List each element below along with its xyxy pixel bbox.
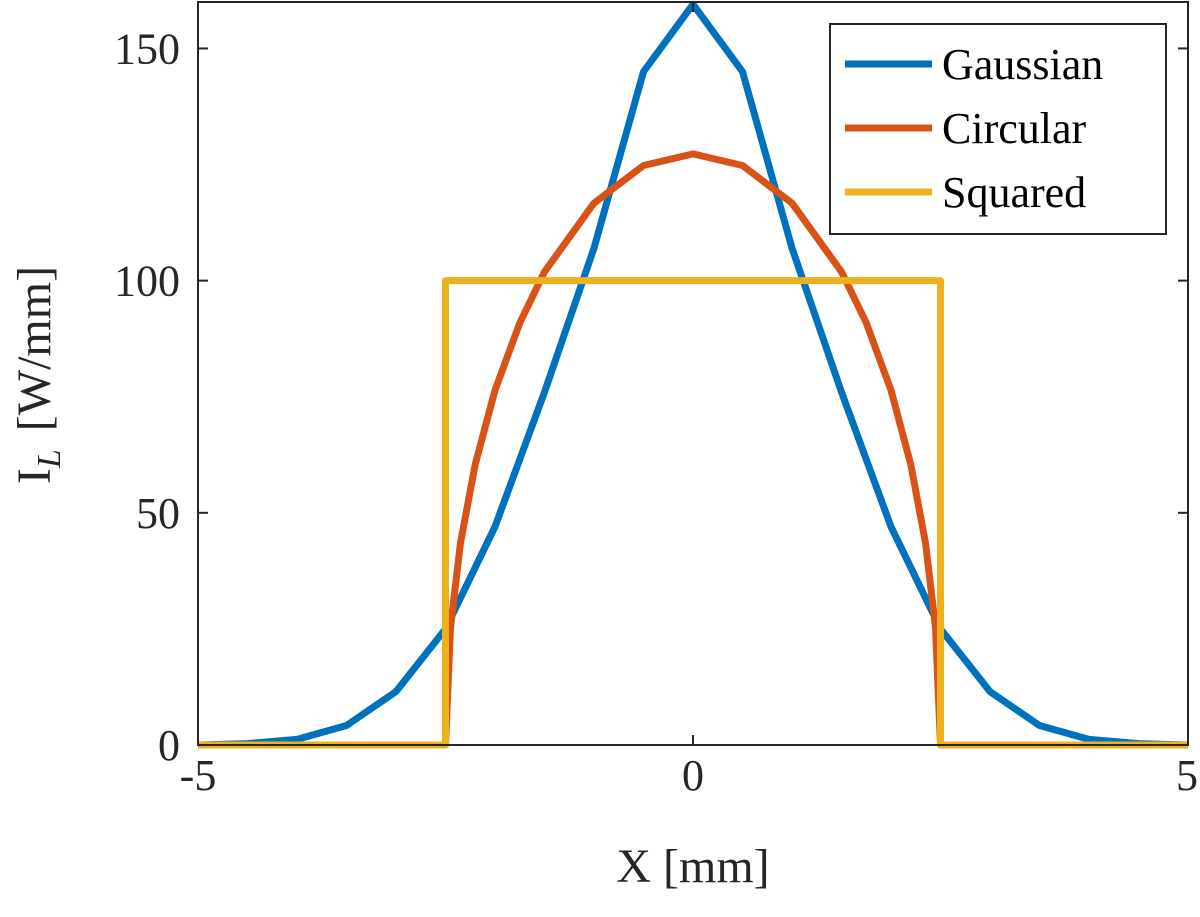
y-tick-label: 150 xyxy=(114,24,180,73)
y-axis-title-units: [W/mm] xyxy=(8,266,61,431)
series-line-circular xyxy=(198,150,1188,749)
legend: Gaussian Circular Squared xyxy=(829,23,1167,235)
x-tick-label: 0 xyxy=(682,751,704,800)
series-line-squared xyxy=(198,277,1188,749)
x-tick-label: 5 xyxy=(1176,751,1198,800)
legend-box xyxy=(829,23,1167,235)
y-axis-title-sub: L xyxy=(31,449,68,469)
y-axis-title: IL [W/mm] xyxy=(8,266,68,484)
legend-label-circular: Circular xyxy=(942,104,1087,153)
y-tick-label: 50 xyxy=(136,489,180,538)
y-axis-title-main: I xyxy=(8,468,61,484)
x-axis-title: X [mm] xyxy=(616,840,769,893)
y-tick-label: 100 xyxy=(114,257,180,306)
x-tick-label: -5 xyxy=(180,751,217,800)
y-tick-label: 0 xyxy=(158,721,180,770)
legend-label-gaussian: Gaussian xyxy=(942,40,1103,89)
legend-label-squared: Squared xyxy=(942,168,1086,217)
